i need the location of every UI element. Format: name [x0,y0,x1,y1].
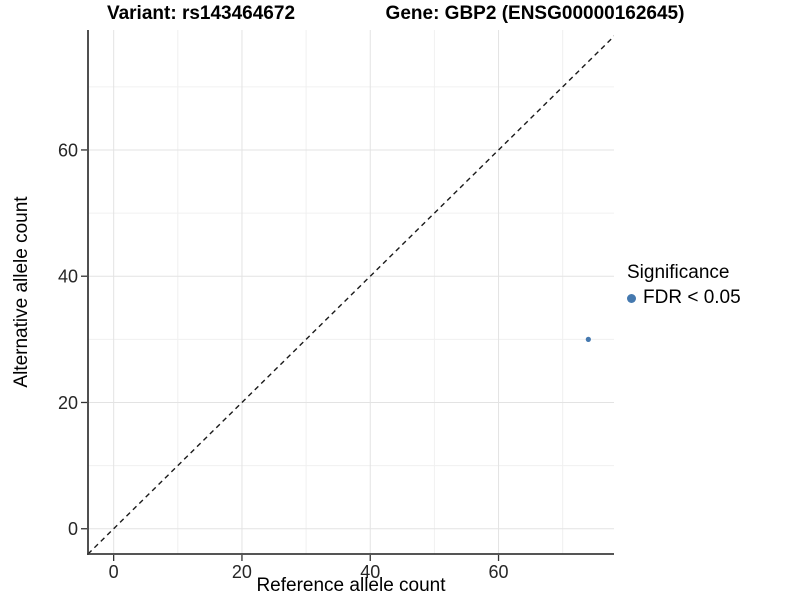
legend: Significance FDR < 0.05 [627,262,741,309]
plot-title-gene: Gene: GBP2 (ENSG00000162645) [385,3,685,24]
identity-dashed-line [88,35,614,554]
y-tick-label: 20 [58,393,78,413]
y-tick-label: 60 [58,140,78,160]
legend-item-fdr: FDR < 0.05 [627,287,741,309]
data-point [585,336,591,342]
x-tick-label: 20 [232,562,252,582]
plot-title-variant: Variant: rs143464672 [106,3,296,24]
y-tick-label: 0 [68,519,78,539]
y-tick-label: 40 [58,267,78,287]
x-tick-label: 0 [109,562,119,582]
x-tick-label: 40 [360,562,380,582]
y-axis-title: Alternative allele count [11,196,32,388]
legend-item-label: FDR < 0.05 [643,287,741,308]
legend-point-icon [627,293,636,303]
x-tick-label: 60 [489,562,509,582]
legend-title: Significance [627,262,730,283]
x-axis-title: Reference allele count [256,575,446,596]
